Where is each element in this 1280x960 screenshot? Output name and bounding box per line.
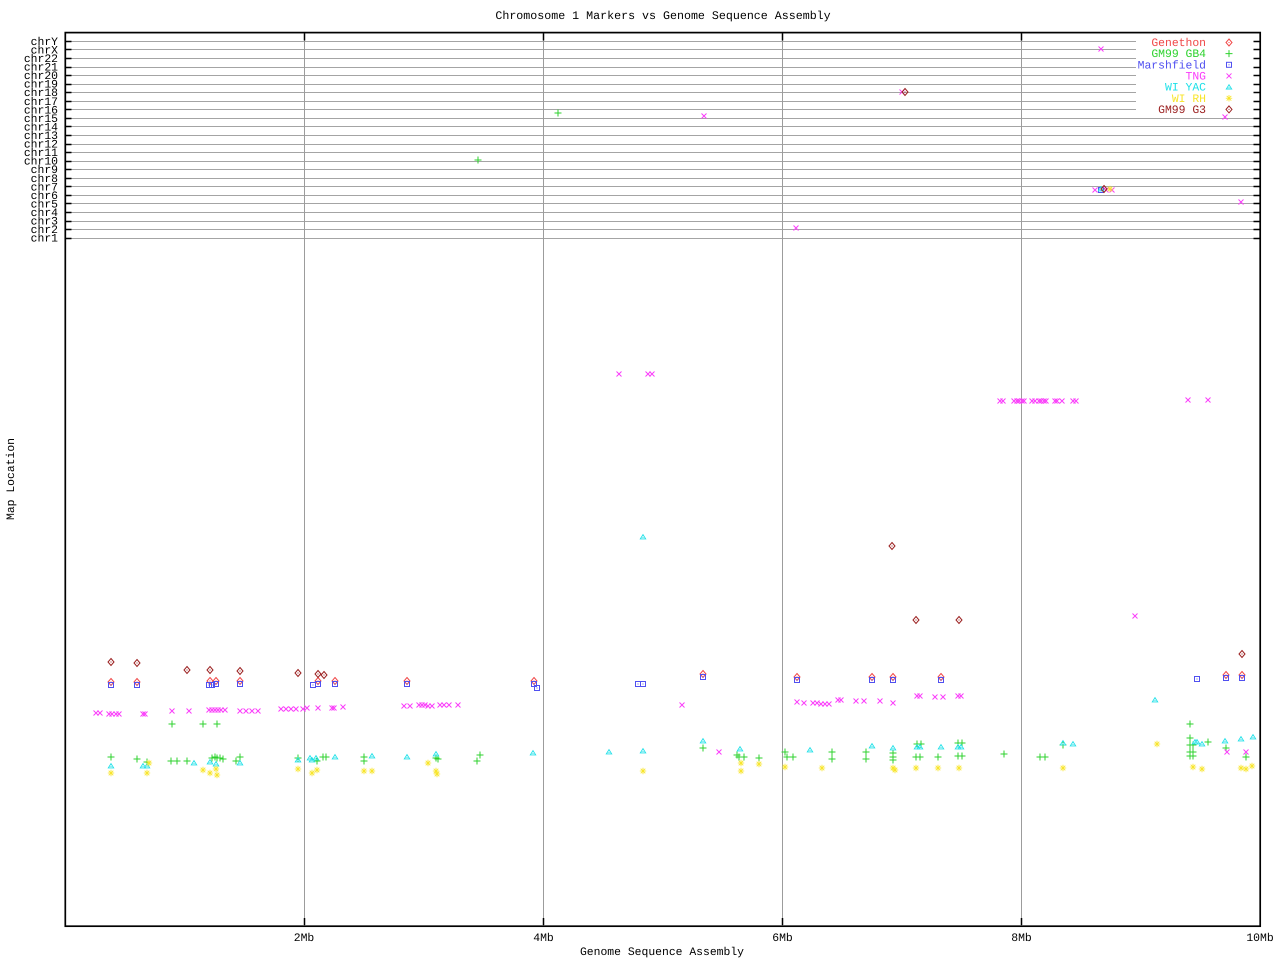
svg-text:6Mb: 6Mb — [772, 932, 793, 945]
svg-text:chr2: chr2 — [31, 224, 59, 237]
svg-text:chr3: chr3 — [31, 216, 59, 229]
svg-text:chr18: chr18 — [24, 87, 58, 100]
svg-text:chr16: chr16 — [24, 104, 58, 117]
svg-text:WI YAC: WI YAC — [1165, 83, 1206, 95]
svg-text:chr1: chr1 — [31, 233, 59, 246]
svg-text:chr13: chr13 — [24, 130, 58, 143]
svg-text:chr12: chr12 — [24, 139, 58, 152]
svg-text:chr5: chr5 — [31, 198, 59, 211]
svg-text:chr17: chr17 — [24, 96, 58, 109]
svg-text:chr9: chr9 — [31, 164, 59, 177]
svg-text:chr15: chr15 — [24, 113, 58, 126]
svg-text:Genethon: Genethon — [1151, 37, 1206, 50]
svg-text:chrY: chrY — [31, 36, 59, 49]
svg-text:Chromosome 1 Markers vs Genome: Chromosome 1 Markers vs Genome Sequence … — [495, 10, 830, 23]
svg-text:GM99 GB4: GM99 GB4 — [1151, 49, 1206, 61]
svg-text:chr19: chr19 — [24, 79, 58, 92]
svg-text:chr7: chr7 — [31, 181, 58, 194]
svg-text:chr4: chr4 — [31, 207, 59, 220]
svg-text:chr14: chr14 — [24, 121, 58, 134]
svg-text:chr8: chr8 — [31, 173, 59, 186]
svg-text:Marshfield: Marshfield — [1138, 59, 1206, 72]
svg-text:10Mb: 10Mb — [1246, 932, 1274, 945]
svg-text:chr6: chr6 — [31, 190, 59, 203]
svg-text:TNG: TNG — [1185, 71, 1206, 83]
svg-text:2Mb: 2Mb — [294, 932, 315, 945]
svg-text:Map Location: Map Location — [5, 438, 18, 520]
svg-text:chr10: chr10 — [24, 156, 58, 169]
svg-text:8Mb: 8Mb — [1011, 932, 1032, 945]
svg-text:chrX: chrX — [31, 44, 59, 57]
svg-text:Genome Sequence Assembly: Genome Sequence Assembly — [580, 946, 744, 959]
svg-text:chr20: chr20 — [24, 70, 58, 83]
svg-text:chr22: chr22 — [24, 53, 58, 66]
svg-text:chr21: chr21 — [24, 62, 58, 75]
svg-text:GM99 G3: GM99 G3 — [1158, 105, 1206, 117]
svg-text:chr11: chr11 — [24, 147, 58, 160]
svg-text:WI RH: WI RH — [1172, 94, 1206, 106]
svg-text:4Mb: 4Mb — [533, 932, 554, 945]
